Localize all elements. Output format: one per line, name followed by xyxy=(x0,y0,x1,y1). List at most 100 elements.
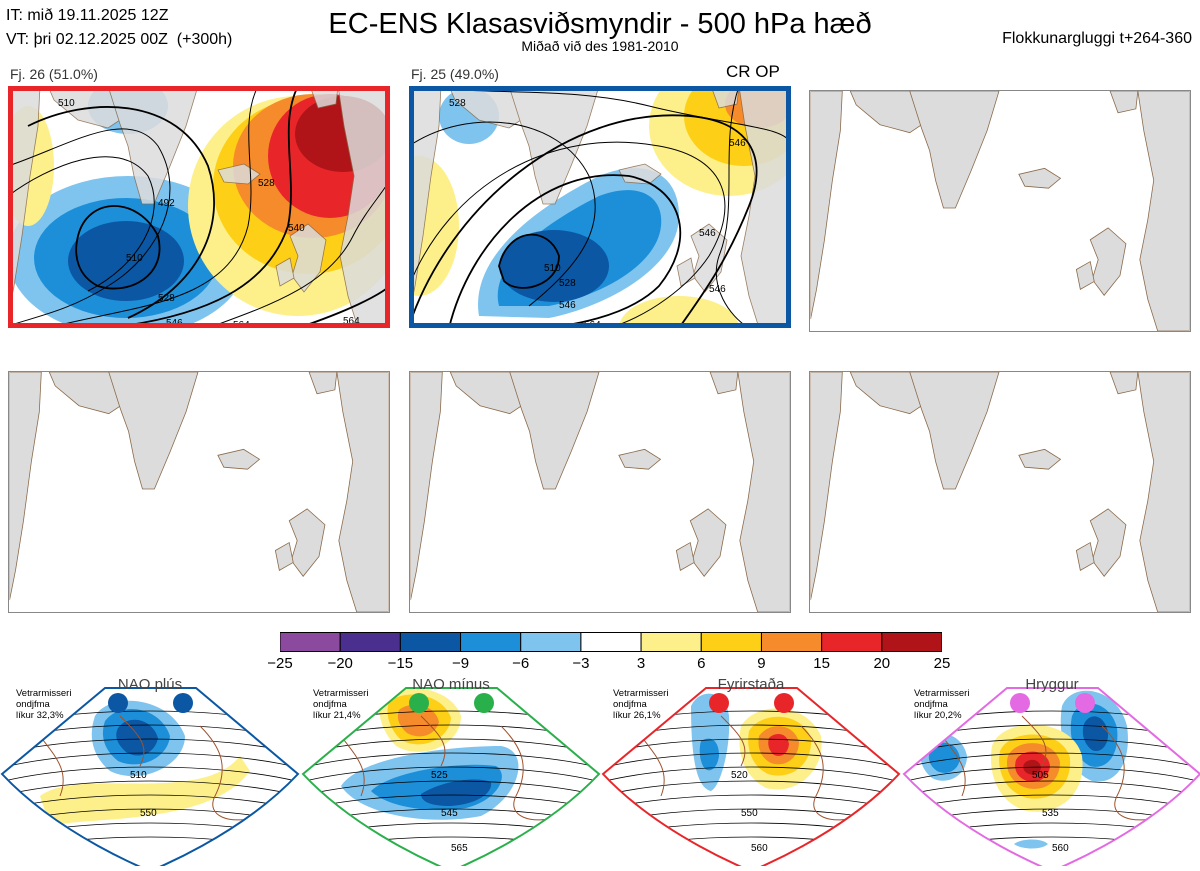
page-title: EC-ENS Klasasviðsmyndir - 500 hPa hæð xyxy=(328,8,872,40)
regime-map: 510 550 NAO plús Vetrarmisseri ondjfma líkur … xyxy=(0,676,300,866)
regime-contour xyxy=(904,766,1200,783)
panel-1-title: Fj. 26 (51.0%) xyxy=(10,66,98,82)
regime-info: Vetrarmisseri ondjfma líkur 20,2% xyxy=(914,688,969,721)
contour-label: 492 xyxy=(158,198,175,209)
colorbar-bin xyxy=(640,632,702,652)
regime-info-line: Vetrarmisseri xyxy=(914,688,970,699)
regime-contour-label: 520 xyxy=(731,770,748,781)
page-subtitle: Miðað við des 1981-2010 xyxy=(521,38,679,54)
regime-sector-border xyxy=(301,687,601,866)
regime-info-line: ondjfma xyxy=(914,699,948,710)
contour-label: 528 xyxy=(449,98,466,109)
regime-info-line: ondjfma xyxy=(16,699,50,710)
cluster-panel-6-empty xyxy=(809,371,1191,613)
regime-contour-label: 535 xyxy=(1042,808,1059,819)
regime-coastline xyxy=(39,715,261,821)
panel-1-border xyxy=(8,86,390,328)
regime-name: Fyrirstaða xyxy=(717,676,785,693)
colorbar-bin xyxy=(399,632,462,652)
regime-info-line: líkur 26,1% xyxy=(613,710,661,721)
panel-2-title: Fj. 25 (49.0%) xyxy=(411,66,499,82)
regime-info: Vetrarmisseri ondjfma líkur 21,4% xyxy=(313,688,368,721)
regime-contour xyxy=(904,752,1200,769)
contour-label: 528 xyxy=(158,293,175,304)
regime-anomaly-area xyxy=(116,719,158,756)
contour-label: 510 xyxy=(58,98,75,109)
regime-sector-border xyxy=(902,687,1200,866)
colorbar-tick-label: −20 xyxy=(327,655,353,672)
contour-label: 528 xyxy=(258,178,275,189)
regime-name: Hryggur xyxy=(1025,676,1079,693)
contour-label: 546 xyxy=(699,228,716,239)
regime-contour xyxy=(603,780,899,797)
init-time-line: IT: mið 19.11.2025 12Z xyxy=(6,7,169,24)
regime-sector-border xyxy=(0,687,300,866)
colorbar xyxy=(279,632,943,652)
regime-contour-label: 525 xyxy=(431,770,448,781)
colorbar-tick-label: −6 xyxy=(512,655,530,672)
contour-label: 546 xyxy=(559,300,576,311)
regime-sector-border xyxy=(601,687,901,866)
colorbar-bin xyxy=(760,632,823,652)
colorbar-bin xyxy=(460,632,522,652)
regime-contour-label: 560 xyxy=(1052,843,1069,854)
regime-map: 520 550 560 Fyrirstaða Vetrarmisseri ondjfma l… xyxy=(601,676,901,866)
regime-contour xyxy=(2,780,298,797)
regime-contour-label: 505 xyxy=(1032,770,1049,781)
regime-contour xyxy=(904,780,1200,797)
regime-anomaly-area xyxy=(699,738,719,771)
colorbar-tick-label: −25 xyxy=(267,655,293,672)
contour-label: 546 xyxy=(729,138,746,149)
colorbar-bin xyxy=(339,632,401,652)
contour-label: 510 xyxy=(126,253,143,264)
anomaly-strong-negative xyxy=(68,221,184,301)
regime-contour-label: 545 xyxy=(441,808,458,819)
regime-coastline xyxy=(340,715,562,821)
regime-contour xyxy=(2,766,298,783)
regime-contour xyxy=(303,822,599,839)
regime-info-line: líkur 32,3% xyxy=(16,710,64,721)
regime-marker-dot xyxy=(709,693,729,713)
regime-contour-label: 550 xyxy=(140,808,157,819)
contour-label: 528 xyxy=(559,278,576,289)
colorbar-bin xyxy=(821,632,883,652)
contour-label: 546 xyxy=(709,284,726,295)
panel-2-border xyxy=(409,86,791,328)
contour-label: 540 xyxy=(288,223,305,234)
regime-info-line: ondjfma xyxy=(613,699,647,710)
contour-label: 510 xyxy=(544,263,561,274)
colorbar-bin xyxy=(520,632,582,652)
regime-info-line: líkur 20,2% xyxy=(914,710,962,721)
regime-anomaly-area xyxy=(40,756,250,826)
regime-info: Vetrarmisseri ondjfma líkur 32,3% xyxy=(16,688,71,721)
regime-name: NAO plús xyxy=(117,676,183,693)
valid-time-line: VT: þri 02.12.2025 00Z (+300h) xyxy=(6,31,233,48)
colorbar-tick-label: −9 xyxy=(451,655,470,672)
regime-contour xyxy=(904,822,1200,839)
regime-info-line: Vetrarmisseri xyxy=(313,688,369,699)
regime-coastline xyxy=(640,715,862,821)
regime-contour-label: 510 xyxy=(130,770,147,781)
control-operational-badge: CR OP xyxy=(726,62,780,81)
cluster-panel-5-empty xyxy=(409,371,791,613)
regime-anomaly-area xyxy=(421,779,492,806)
cluster-panel-2: 528 546 510 528 546 564 546 546 xyxy=(409,86,791,328)
regime-info-line: Vetrarmisseri xyxy=(613,688,669,699)
regime-contour xyxy=(603,822,899,839)
regime-contour xyxy=(904,836,1200,853)
regime-info-line: Vetrarmisseri xyxy=(16,688,72,699)
regime-contour-label: 550 xyxy=(741,808,758,819)
regime-marker-dot xyxy=(774,693,794,713)
regime-contour-label: 560 xyxy=(751,843,768,854)
colorbar-bin xyxy=(279,632,341,652)
regime-info-line: ondjfma xyxy=(313,699,347,710)
regime-coastline xyxy=(941,715,1163,821)
regime-map: 525 545 565 NAO mínus Vetrarmisseri ondjfma lí… xyxy=(301,676,601,866)
contour-label: 564 xyxy=(343,316,360,327)
regime-anomaly-area xyxy=(1014,839,1048,849)
regime-contour-label: 565 xyxy=(451,843,468,854)
regime-map: 505 535 560 Hryggur Vetrarmisseri ondjfma líku… xyxy=(902,676,1200,866)
regime-marker-dot xyxy=(409,693,429,713)
cluster-panel-4-empty xyxy=(8,371,390,613)
classification-window: Flokkunargluggi t+264-360 xyxy=(1002,30,1192,47)
